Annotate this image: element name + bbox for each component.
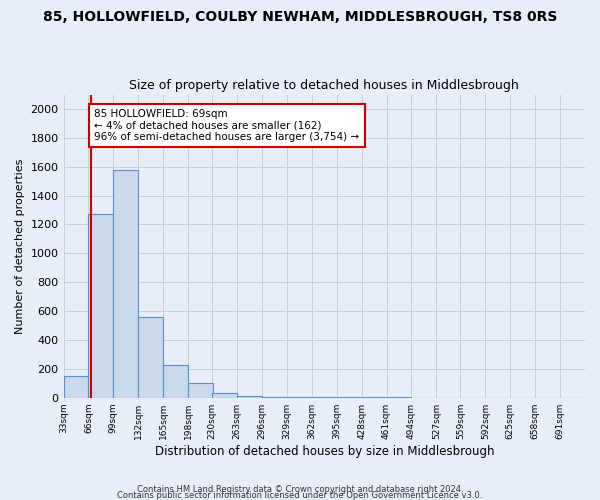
- Bar: [64, 376, 88, 398]
- Bar: [212, 394, 237, 398]
- X-axis label: Distribution of detached houses by size in Middlesbrough: Distribution of detached houses by size …: [155, 444, 494, 458]
- Bar: [188, 384, 212, 398]
- Text: 85, HOLLOWFIELD, COULBY NEWHAM, MIDDLESBROUGH, TS8 0RS: 85, HOLLOWFIELD, COULBY NEWHAM, MIDDLESB…: [43, 10, 557, 24]
- Bar: [287, 397, 311, 398]
- Bar: [312, 397, 337, 398]
- Bar: [163, 364, 188, 398]
- Bar: [262, 396, 287, 398]
- Title: Size of property relative to detached houses in Middlesbrough: Size of property relative to detached ho…: [130, 79, 519, 92]
- Bar: [237, 396, 262, 398]
- Text: Contains HM Land Registry data © Crown copyright and database right 2024.: Contains HM Land Registry data © Crown c…: [137, 484, 463, 494]
- Bar: [113, 170, 138, 398]
- Bar: [88, 214, 113, 398]
- Bar: [138, 317, 163, 398]
- Text: Contains public sector information licensed under the Open Government Licence v3: Contains public sector information licen…: [118, 490, 482, 500]
- Y-axis label: Number of detached properties: Number of detached properties: [15, 158, 25, 334]
- Text: 85 HOLLOWFIELD: 69sqm
← 4% of detached houses are smaller (162)
96% of semi-deta: 85 HOLLOWFIELD: 69sqm ← 4% of detached h…: [94, 109, 359, 142]
